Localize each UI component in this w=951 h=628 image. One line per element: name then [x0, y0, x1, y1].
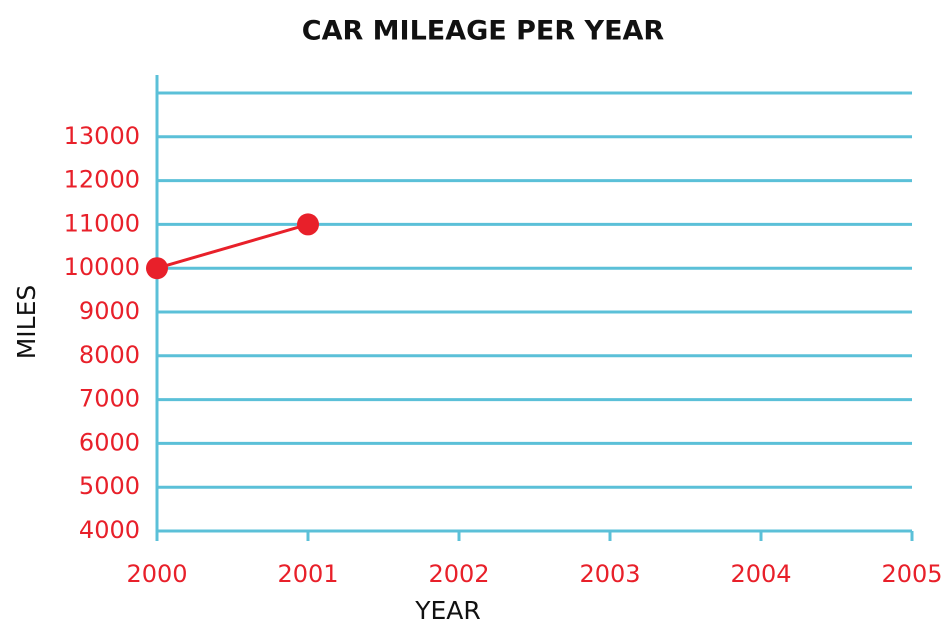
x-tick-label: 2000	[126, 560, 187, 588]
x-axis-label: YEAR	[414, 596, 481, 625]
x-tick-label: 2001	[277, 560, 338, 588]
y-tick-label: 13000	[64, 122, 140, 150]
y-tick-label: 7000	[79, 385, 140, 413]
x-tick-label: 2004	[730, 560, 791, 588]
data-point	[297, 213, 319, 236]
y-tick-label: 11000	[64, 209, 140, 237]
x-tick-label: 2005	[881, 560, 942, 588]
series-line	[156, 222, 309, 270]
y-tick-label: 9000	[79, 297, 140, 325]
y-tick-label: 10000	[64, 253, 140, 281]
x-tick-label: 2003	[579, 560, 640, 588]
y-tick-label: 12000	[64, 166, 140, 194]
y-tick-label: 5000	[79, 472, 140, 500]
chart-title: CAR MILEAGE PER YEAR	[302, 16, 665, 47]
x-tick-label: 2002	[428, 560, 489, 588]
y-tick-label: 4000	[79, 516, 140, 544]
y-tick-label: 8000	[79, 341, 140, 369]
data-point	[146, 257, 168, 280]
y-tick-label: 6000	[79, 428, 140, 456]
y-axis-label: MILES	[12, 285, 41, 360]
